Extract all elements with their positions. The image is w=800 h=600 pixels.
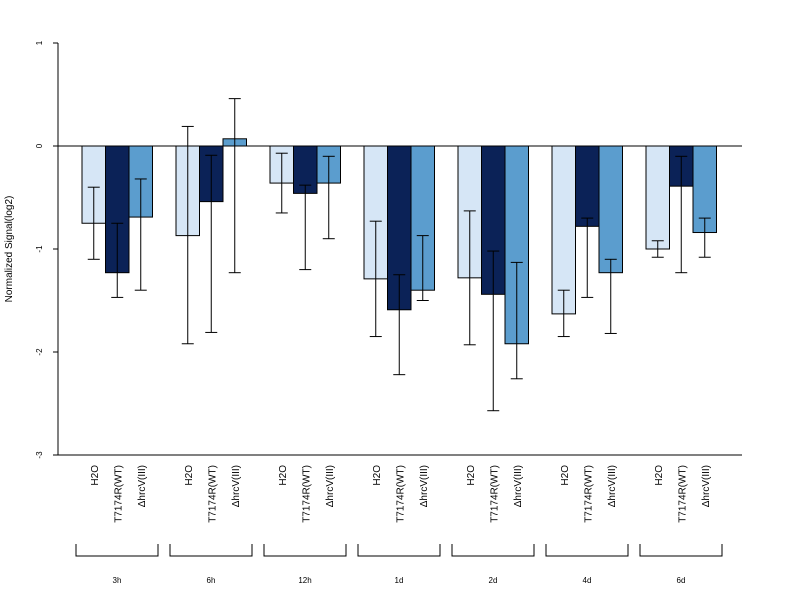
x-category-label: T7174R(WT)	[395, 465, 406, 523]
group-bracket	[639, 544, 723, 557]
plot-area: -3 -2 -1 0 1 H2O T7174R(WT) ΔhrcV(III) 3h H2O T717…	[35, 40, 742, 585]
y-tick-label: 0	[35, 143, 44, 148]
bar	[645, 145, 670, 250]
group-label: 12h	[298, 576, 311, 585]
group-label: 4d	[583, 576, 592, 585]
x-category-label: H2O	[184, 465, 195, 486]
x-category-label: H2O	[466, 465, 477, 486]
bar	[575, 145, 600, 227]
x-category-label: ΔhrcV(III)	[419, 465, 430, 507]
x-category-label: ΔhrcV(III)	[325, 465, 336, 507]
x-category-label: ΔhrcV(III)	[607, 465, 618, 507]
x-category-label: ΔhrcV(III)	[513, 465, 524, 507]
group-label: 2d	[489, 576, 498, 585]
group-bracket	[451, 544, 535, 557]
x-category-label: H2O	[654, 465, 665, 486]
group-label: 3h	[113, 576, 122, 585]
x-category-label: ΔhrcV(III)	[701, 465, 712, 507]
group-label: 6h	[207, 576, 216, 585]
x-category-label: H2O	[372, 465, 383, 486]
group-bracket	[75, 544, 159, 557]
group-bracket	[263, 544, 347, 557]
group-bracket	[169, 544, 253, 557]
group-bracket	[357, 544, 441, 557]
x-category-label: H2O	[278, 465, 289, 486]
x-category-label: T7174R(WT)	[677, 465, 688, 523]
x-category-label: ΔhrcV(III)	[137, 465, 148, 507]
bar	[598, 145, 623, 274]
x-category-label: T7174R(WT)	[113, 465, 124, 523]
y-tick-label: -1	[35, 245, 44, 253]
x-category-label: H2O	[90, 465, 101, 486]
group-bracket	[545, 544, 629, 557]
group-label: 1d	[395, 576, 404, 585]
y-tick-label: -2	[35, 348, 44, 356]
y-tick-label: 1	[35, 40, 44, 45]
group-label: 6d	[677, 576, 686, 585]
y-tick-label: -3	[35, 451, 44, 459]
bar	[551, 145, 576, 315]
y-axis-label: Normalized Signal(log2)	[4, 196, 15, 303]
x-category-label: ΔhrcV(III)	[231, 465, 242, 507]
x-category-label: T7174R(WT)	[583, 465, 594, 523]
x-category-label: T7174R(WT)	[207, 465, 218, 523]
x-category-label: T7174R(WT)	[301, 465, 312, 523]
x-category-label: T7174R(WT)	[489, 465, 500, 523]
x-category-label: H2O	[560, 465, 571, 486]
